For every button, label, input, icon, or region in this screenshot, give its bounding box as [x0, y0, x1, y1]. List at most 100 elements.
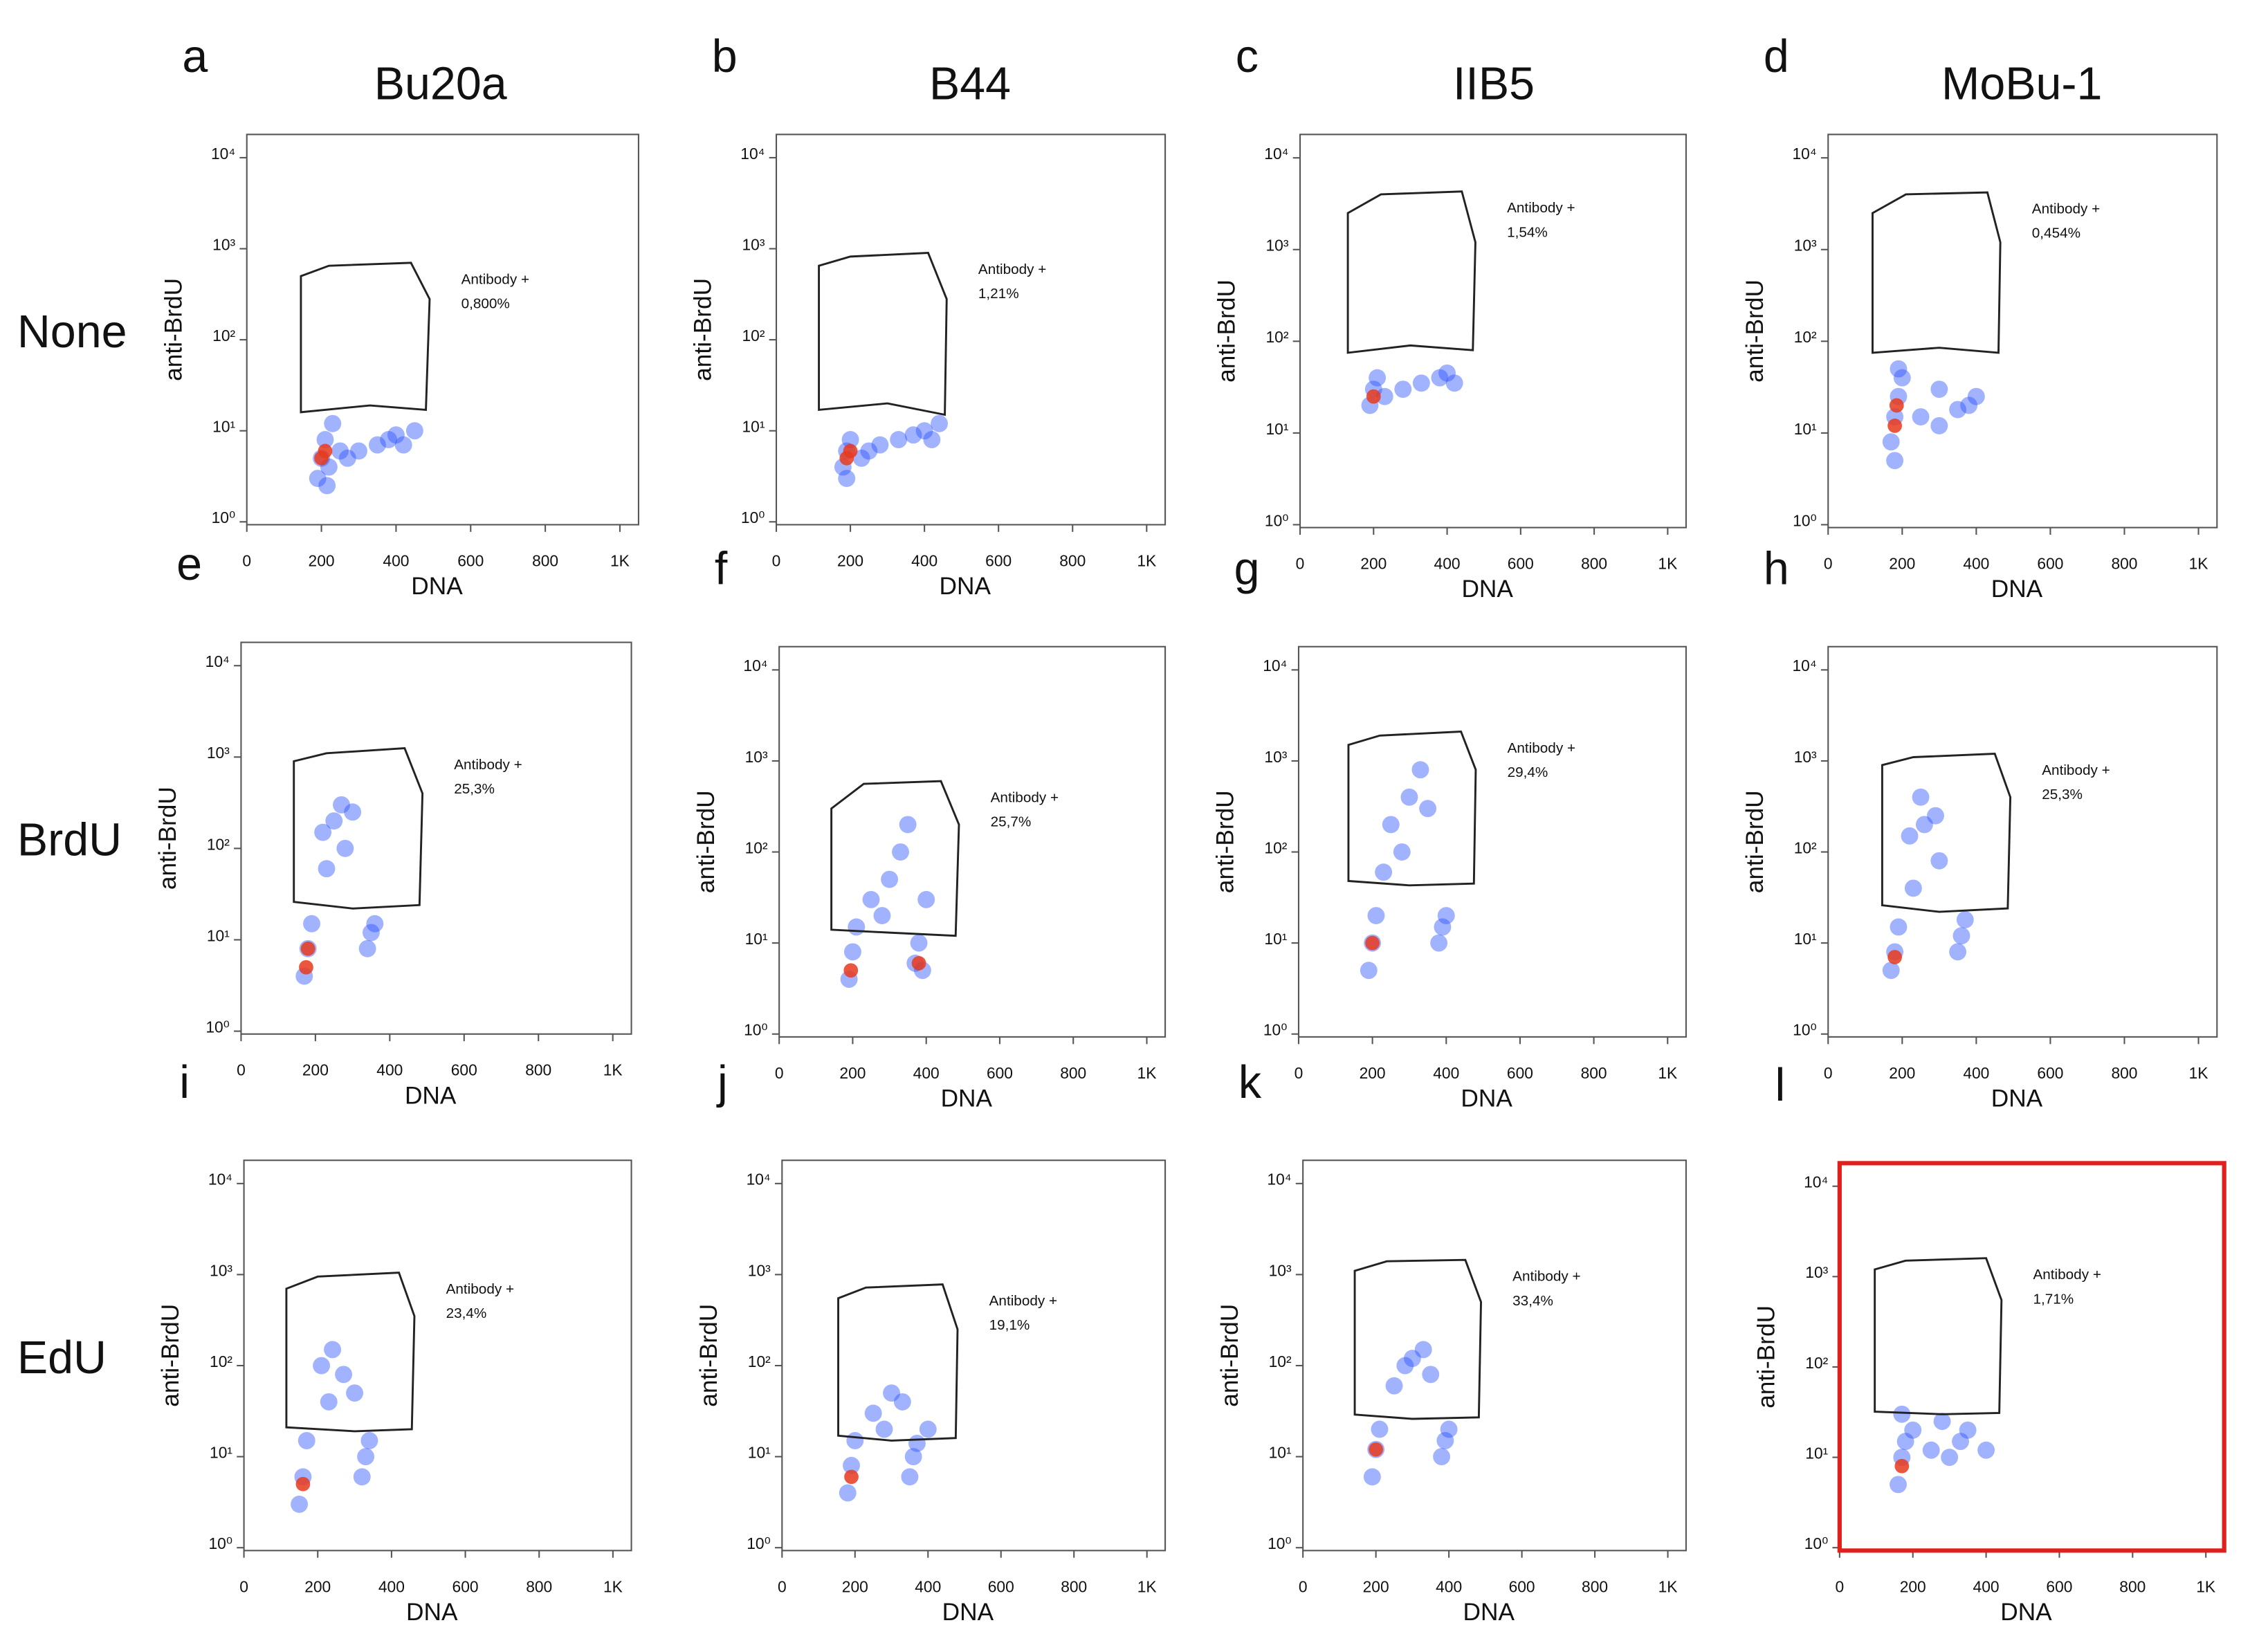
event-point — [1890, 918, 1908, 936]
plot-frame — [1838, 1162, 2225, 1552]
event-point — [303, 915, 320, 933]
x-tick-label: 0 — [1299, 1577, 1308, 1595]
density-core-point — [1887, 950, 1902, 964]
x-tick-label: 1K — [2196, 1577, 2215, 1595]
density-core-point — [844, 1469, 859, 1485]
event-point — [883, 1384, 900, 1402]
x-tick-label: 200 — [1360, 555, 1387, 573]
event-point — [846, 1431, 864, 1449]
event-point — [1375, 387, 1393, 405]
event-point — [862, 890, 880, 908]
x-tick-label: 200 — [837, 551, 863, 569]
plot-frame — [1827, 134, 2218, 529]
x-tick-label: 200 — [842, 1577, 868, 1595]
y-tick-label: 10⁰ — [747, 1534, 771, 1552]
event-point — [1437, 907, 1455, 924]
y-tick-label: 10² — [1794, 838, 1817, 856]
event-point — [1393, 843, 1411, 861]
x-tick-label: 800 — [2119, 1577, 2146, 1595]
event-point — [1901, 827, 1919, 845]
x-axis-label: DNA — [405, 1082, 457, 1109]
x-tick-label: 0 — [1295, 1064, 1304, 1082]
event-point — [1904, 879, 1922, 897]
y-axis-label: anti-BrdU — [1212, 790, 1239, 893]
x-tick-label: 1K — [1137, 1577, 1157, 1595]
event-point — [1912, 408, 1930, 425]
x-tick-label: 800 — [526, 1577, 552, 1595]
column-title: MoBu-1 — [1941, 58, 2102, 109]
y-axis-label: anti-BrdU — [1214, 279, 1241, 383]
gate-percentage: 25,3% — [454, 781, 495, 797]
event-point — [335, 1366, 353, 1384]
x-tick-label: 200 — [839, 1064, 866, 1082]
event-point — [899, 816, 917, 834]
x-tick-label: 0 — [237, 1061, 246, 1079]
event-point — [1433, 1448, 1451, 1466]
x-axis-label: DNA — [941, 1085, 993, 1112]
gate — [830, 780, 960, 937]
x-tick-label: 200 — [304, 1577, 331, 1595]
panel-letter: b — [712, 31, 738, 82]
x-axis-label: DNA — [942, 1599, 994, 1626]
event-point — [871, 436, 889, 454]
event-point — [324, 1341, 342, 1359]
gate-label: Antibody + — [2033, 1267, 2101, 1283]
event-point — [917, 890, 935, 908]
x-tick-label: 800 — [1060, 1064, 1086, 1082]
y-tick-label: 10¹ — [745, 930, 768, 948]
event-point — [380, 431, 398, 448]
event-point — [901, 1468, 919, 1486]
gate — [300, 261, 431, 414]
gate — [1347, 731, 1477, 887]
event-point — [1438, 364, 1456, 382]
y-tick-label: 10¹ — [1794, 930, 1817, 948]
y-tick-label: 10⁴ — [208, 1171, 232, 1188]
event-point — [1422, 1366, 1440, 1384]
gate-label: Antibody + — [978, 261, 1047, 277]
x-axis-label: DNA — [1991, 1085, 2043, 1112]
event-point — [1967, 387, 1985, 405]
y-tick-label: 10¹ — [1264, 930, 1287, 948]
y-tick-label: 10³ — [1265, 237, 1288, 255]
x-tick-label: 600 — [2046, 1577, 2072, 1595]
density-core-point — [1365, 935, 1380, 951]
y-tick-label: 10³ — [1264, 748, 1287, 766]
gate-percentage: 0,800% — [461, 296, 510, 312]
plot-frame — [1302, 1159, 1687, 1552]
gate-label: Antibody + — [1508, 740, 1576, 756]
event-point — [843, 1456, 860, 1474]
event-point — [1960, 396, 1978, 414]
event-point — [1977, 1441, 1995, 1459]
event-point — [1445, 374, 1463, 392]
x-tick-label: 400 — [1963, 555, 1989, 573]
y-tick-label: 10⁰ — [1804, 1534, 1829, 1552]
event-point — [291, 1495, 309, 1513]
event-point — [1419, 800, 1437, 818]
gate-percentage: 29,4% — [1508, 764, 1548, 780]
x-tick-label: 1K — [1137, 551, 1156, 569]
gate — [1874, 1257, 2003, 1415]
x-tick-label: 600 — [987, 1064, 1013, 1082]
event-point — [1930, 416, 1948, 434]
event-point — [839, 1484, 857, 1502]
row-label: BrdU — [17, 814, 122, 865]
event-point — [1414, 1341, 1432, 1359]
gate-percentage: 25,3% — [2042, 787, 2083, 802]
event-point — [1430, 934, 1448, 952]
x-tick-label: 800 — [525, 1061, 551, 1079]
y-tick-label: 10² — [1805, 1354, 1828, 1372]
event-point — [1952, 927, 1970, 945]
y-axis-label: anti-BrdU — [693, 790, 720, 893]
event-point — [1952, 1433, 1969, 1451]
gate-label: Antibody + — [454, 757, 522, 773]
gate — [1881, 753, 2012, 913]
panel-letter: g — [1234, 543, 1260, 594]
gate — [837, 1283, 959, 1442]
event-point — [841, 431, 859, 448]
gate-percentage: 1,21% — [978, 286, 1019, 302]
panel-letter: c — [1236, 31, 1259, 82]
y-tick-label: 10¹ — [748, 1443, 771, 1461]
x-tick-label: 600 — [988, 1577, 1014, 1595]
event-point — [1396, 1357, 1414, 1375]
panel-letter: e — [176, 539, 202, 590]
